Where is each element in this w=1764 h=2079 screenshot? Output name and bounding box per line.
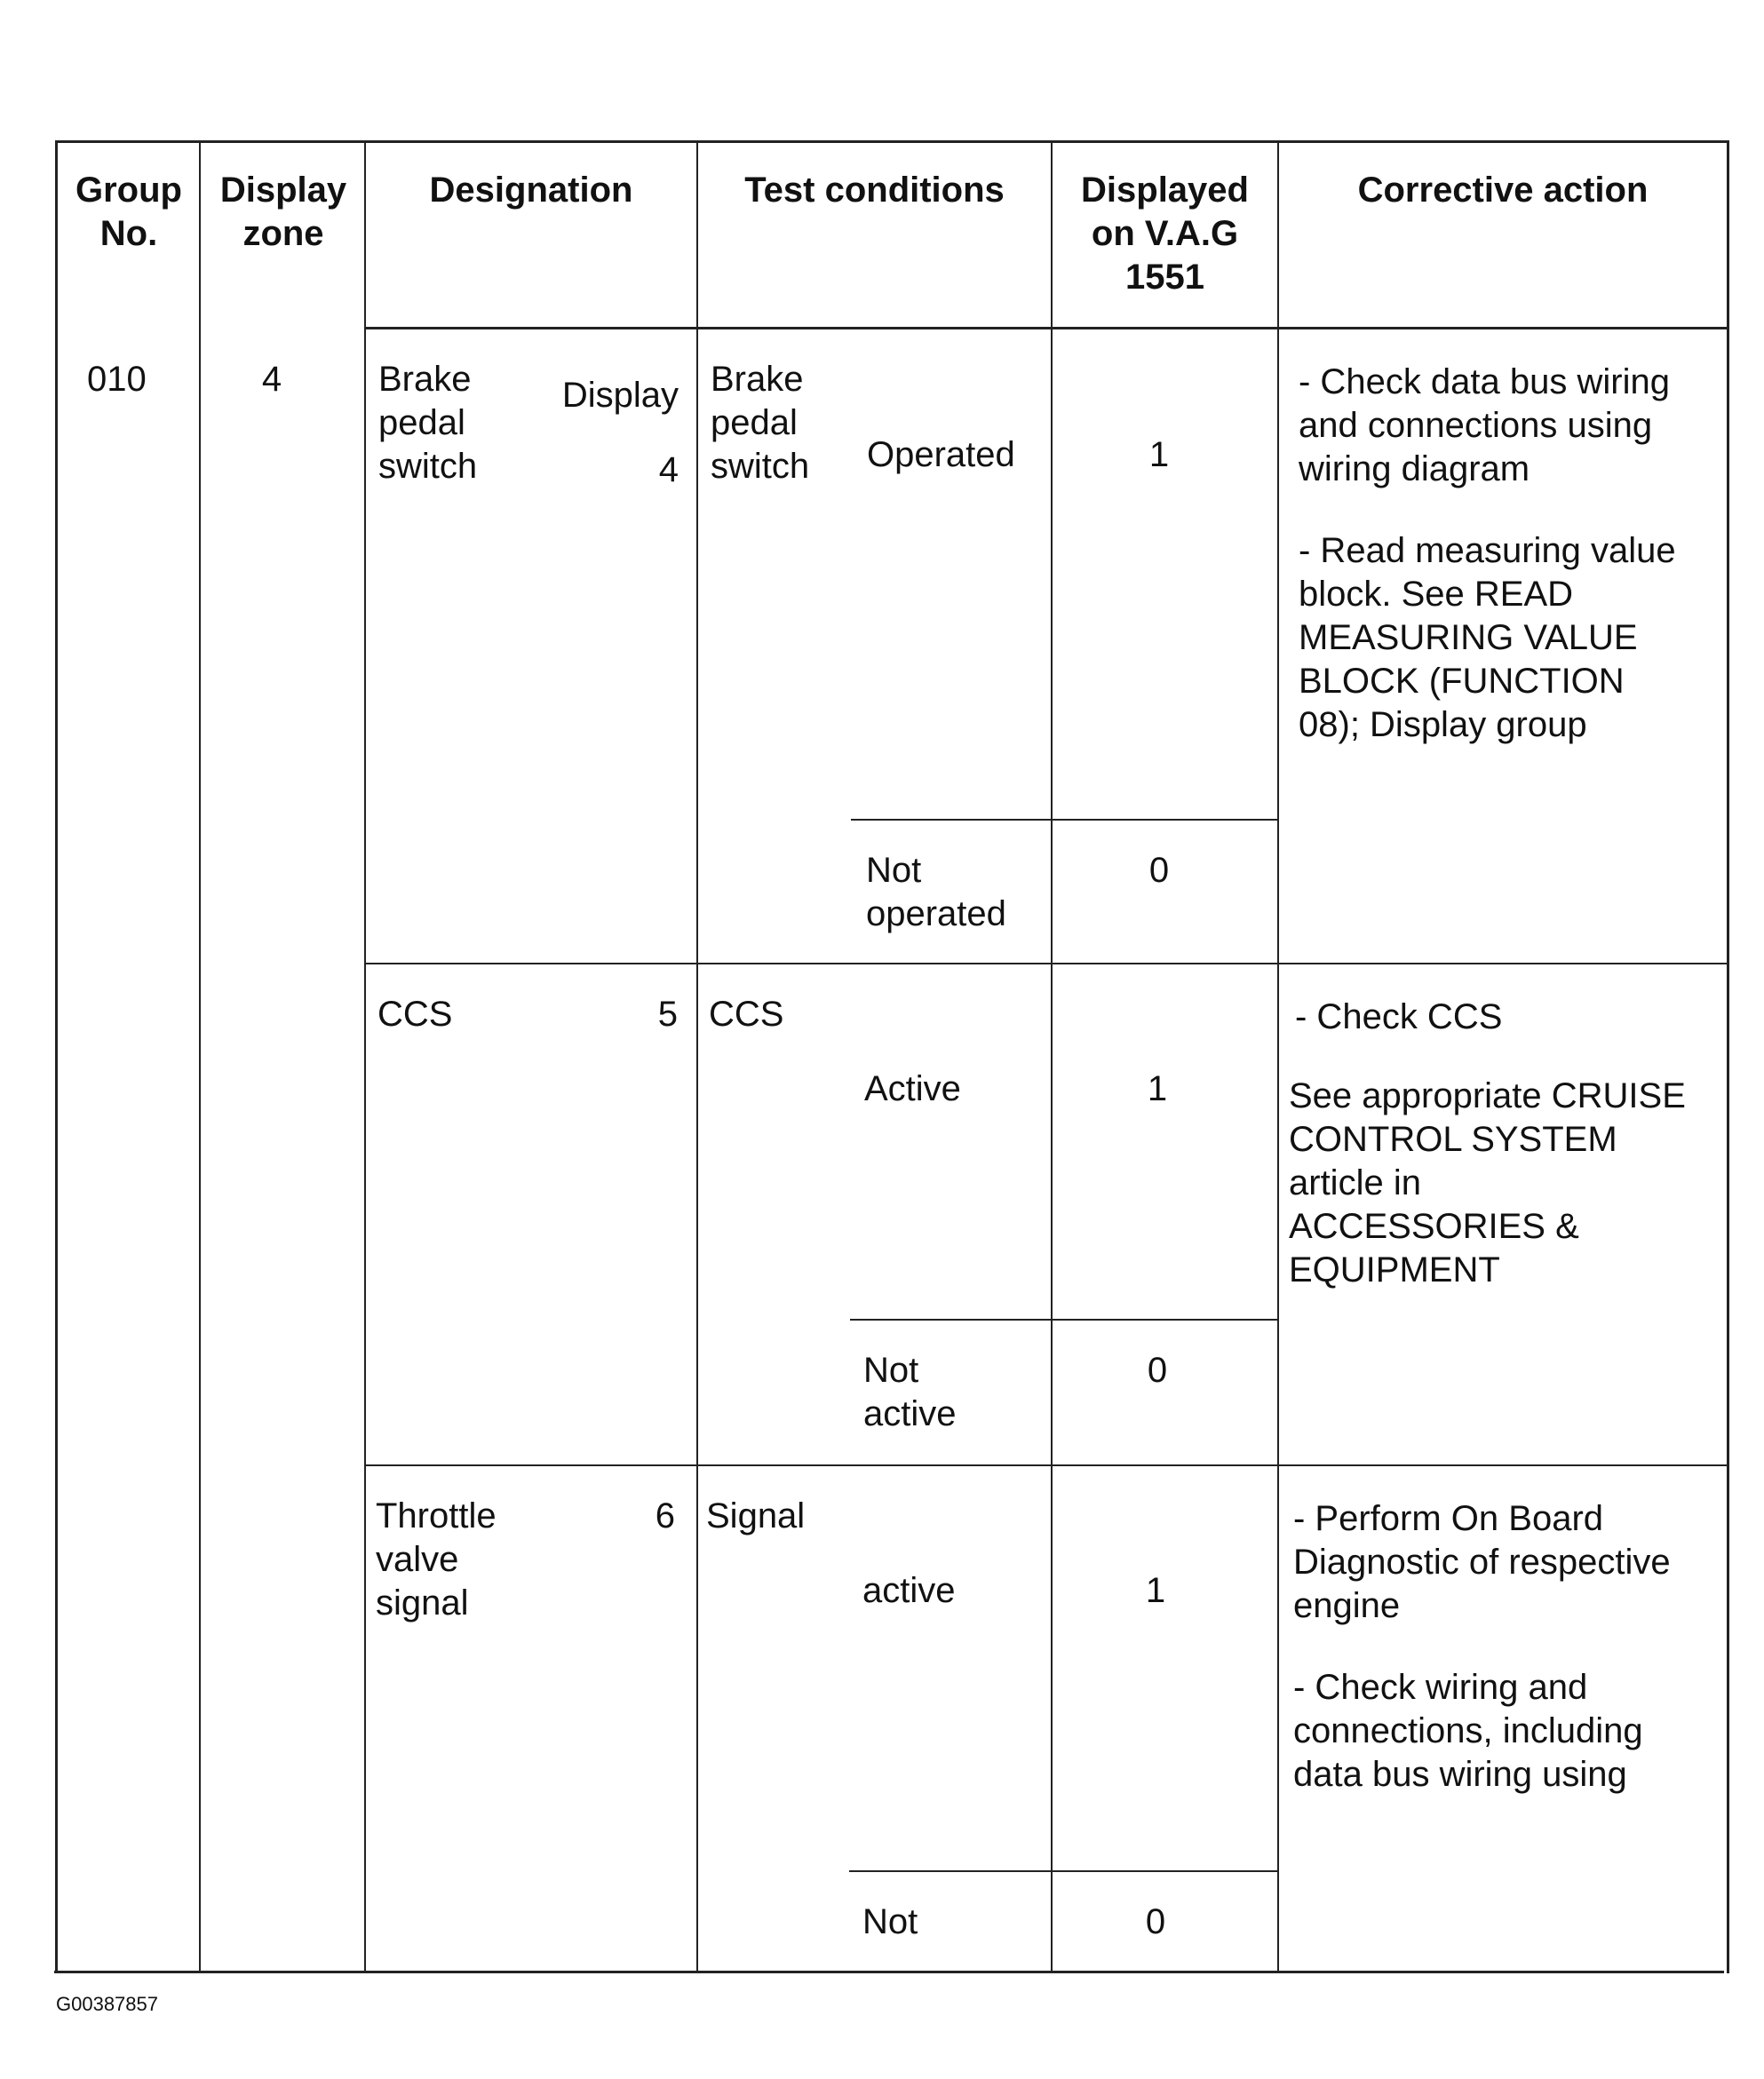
row-divider	[364, 1464, 1727, 1466]
header-test-conditions: Test conditions	[744, 171, 1005, 210]
table-border-left	[55, 140, 58, 1973]
test-label: Brake pedal switch	[711, 360, 810, 486]
display-number: 5	[657, 995, 678, 1034]
col-divider	[1051, 140, 1053, 1973]
designation: Brake pedal switch	[378, 360, 478, 486]
col-divider	[199, 140, 201, 1973]
display-number: 6	[655, 1496, 675, 1535]
group-no: 010	[87, 360, 147, 399]
condition: Operated	[867, 435, 1015, 474]
displayed-value: 1	[1145, 1571, 1166, 1610]
corrective-text: See appropriate CRUISE CONTROL SYSTEM ar…	[1289, 1076, 1686, 1289]
display-number: Display 4	[561, 376, 679, 489]
condition-divider	[851, 819, 1279, 821]
col-divider	[364, 140, 366, 1973]
designation: CCS	[377, 995, 453, 1034]
display-zone: 4	[261, 360, 282, 399]
corrective-text: - Read measuring value block. See READ M…	[1299, 531, 1676, 744]
corrective-text: - Check CCS	[1295, 997, 1503, 1036]
table-border-top	[56, 140, 1728, 143]
header-designation: Designation	[429, 171, 633, 210]
header-display-zone: Display zone	[219, 171, 347, 253]
corrective-text: - Check wiring and connections, includin…	[1293, 1668, 1643, 1794]
condition: Not	[862, 1902, 918, 1941]
displayed-value: 0	[1147, 1351, 1168, 1390]
condition-divider	[850, 1319, 1278, 1321]
condition-divider	[849, 1870, 1277, 1872]
col-divider	[696, 140, 698, 1973]
displayed-value: 0	[1148, 851, 1170, 890]
row-divider	[365, 963, 1728, 964]
test-label: CCS	[709, 995, 784, 1034]
displayed-value: 0	[1145, 1902, 1166, 1941]
condition: Not operated	[866, 851, 1006, 933]
test-label: Signal	[706, 1496, 806, 1535]
col-divider	[1277, 140, 1279, 1973]
corrective-text: - Perform On Board Diagnostic of respect…	[1293, 1499, 1671, 1625]
header-corrective-action: Corrective action	[1357, 171, 1649, 210]
table-border-bottom	[54, 1971, 1724, 1973]
condition: Not active	[863, 1351, 957, 1433]
displayed-value: 1	[1148, 435, 1170, 474]
displayed-value: 1	[1147, 1069, 1168, 1108]
header-group-no: Group No.	[75, 171, 182, 253]
figure-id: G00387857	[56, 1993, 158, 2015]
header-displayed: Displayed on V.A.G 1551	[1081, 171, 1249, 297]
designation: Throttle valve signal	[376, 1496, 497, 1623]
header-divider	[365, 327, 1728, 329]
condition: active	[862, 1571, 956, 1610]
corrective-text: - Check data bus wiring and connections …	[1299, 362, 1670, 488]
table-border-right	[1727, 140, 1729, 1973]
condition: Active	[864, 1069, 961, 1108]
